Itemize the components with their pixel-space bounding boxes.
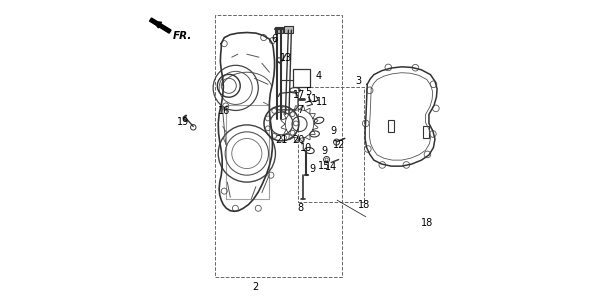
Text: FR.: FR. <box>173 30 192 41</box>
Text: 12: 12 <box>333 140 346 150</box>
Text: 14: 14 <box>325 162 337 172</box>
Text: 16: 16 <box>218 106 230 116</box>
Text: 6: 6 <box>271 34 277 44</box>
Bar <box>215 15 342 277</box>
Text: 19: 19 <box>177 117 189 127</box>
Bar <box>423 126 429 138</box>
Bar <box>284 26 293 33</box>
Text: 5: 5 <box>306 86 312 97</box>
Text: 9: 9 <box>309 164 316 174</box>
Text: 2: 2 <box>253 282 259 293</box>
Text: 18: 18 <box>358 200 371 210</box>
Text: 3: 3 <box>355 76 361 86</box>
Text: 21: 21 <box>276 135 288 145</box>
Bar <box>293 69 310 87</box>
Text: 10: 10 <box>300 143 312 153</box>
Bar <box>388 120 394 132</box>
Text: 11: 11 <box>306 94 319 104</box>
Text: 15: 15 <box>319 160 330 171</box>
Text: 8: 8 <box>297 203 303 213</box>
Text: 9: 9 <box>322 146 327 156</box>
Bar <box>298 87 364 202</box>
Text: 13: 13 <box>280 53 293 63</box>
Text: 20: 20 <box>292 135 304 145</box>
Text: 9: 9 <box>330 126 336 136</box>
Text: 17: 17 <box>293 90 306 100</box>
Polygon shape <box>150 18 171 33</box>
Text: 18: 18 <box>421 218 434 228</box>
Bar <box>275 27 283 33</box>
Text: 7: 7 <box>297 104 303 115</box>
Text: 11: 11 <box>316 97 328 107</box>
Text: 4: 4 <box>316 71 322 81</box>
